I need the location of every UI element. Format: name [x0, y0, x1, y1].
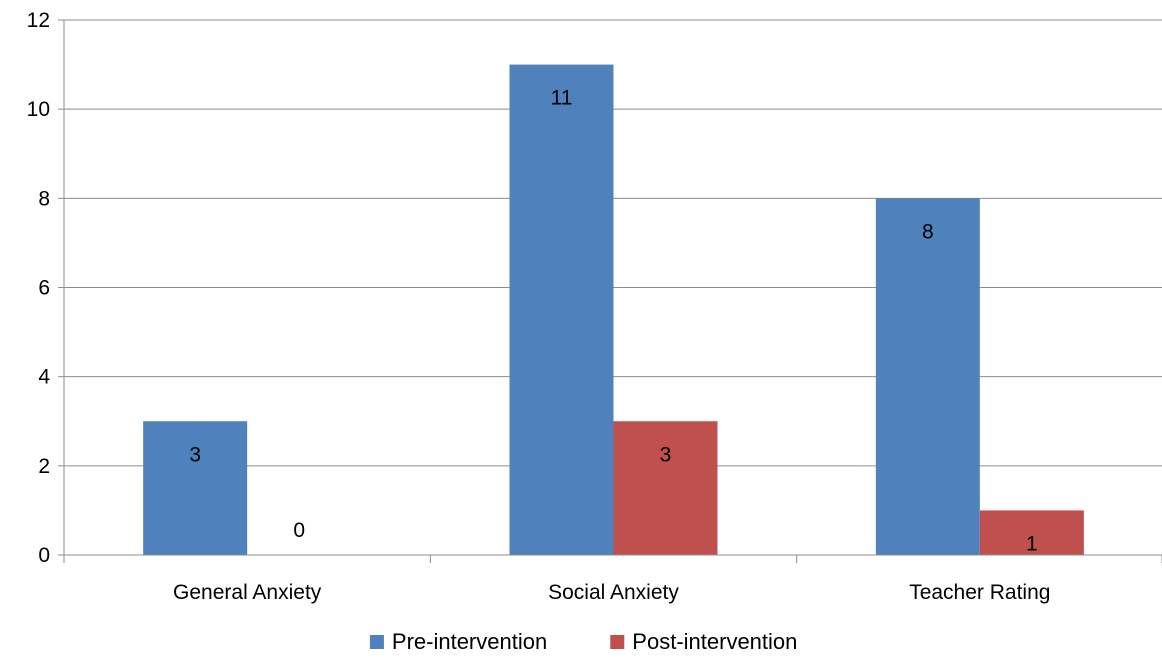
data-label: 0: [293, 519, 305, 542]
legend-label: Pre-intervention: [392, 629, 547, 654]
bar: [979, 510, 1084, 555]
bar: [509, 64, 614, 555]
data-label: 11: [551, 87, 573, 110]
legend-swatch: [610, 635, 625, 649]
data-label: 8: [922, 220, 934, 243]
data-label: 3: [660, 443, 672, 466]
legend-swatch: [369, 635, 384, 649]
y-tick-label: 0: [38, 544, 50, 567]
data-label: 1: [1026, 532, 1038, 555]
bar: [875, 198, 980, 556]
y-tick-label: 10: [27, 98, 50, 121]
legend-label: Post-intervention: [632, 629, 797, 654]
x-tick-label: Social Anxiety: [548, 581, 679, 604]
x-axis-ticks: General Anxiety Social Anxiety Teacher Rat…: [63, 555, 1162, 604]
y-tick-label: 2: [38, 455, 50, 478]
bars: [143, 64, 1084, 556]
bar: [613, 421, 718, 555]
data-label: 3: [189, 443, 201, 466]
y-tick-label: 6: [38, 277, 50, 300]
x-tick-label: General Anxiety: [173, 581, 322, 604]
y-axis-ticks: 0 2 4 6 8 10 12: [27, 9, 64, 567]
data-labels: 3 0 11 3 8 1: [189, 87, 1037, 556]
y-tick-label: 4: [38, 366, 50, 389]
y-tick-label: 8: [38, 187, 50, 210]
x-tick-label: Teacher Rating: [909, 581, 1050, 604]
y-tick-label: 12: [27, 9, 50, 32]
legend: Pre-intervention Post-intervention: [369, 629, 797, 654]
bar: [143, 421, 248, 555]
